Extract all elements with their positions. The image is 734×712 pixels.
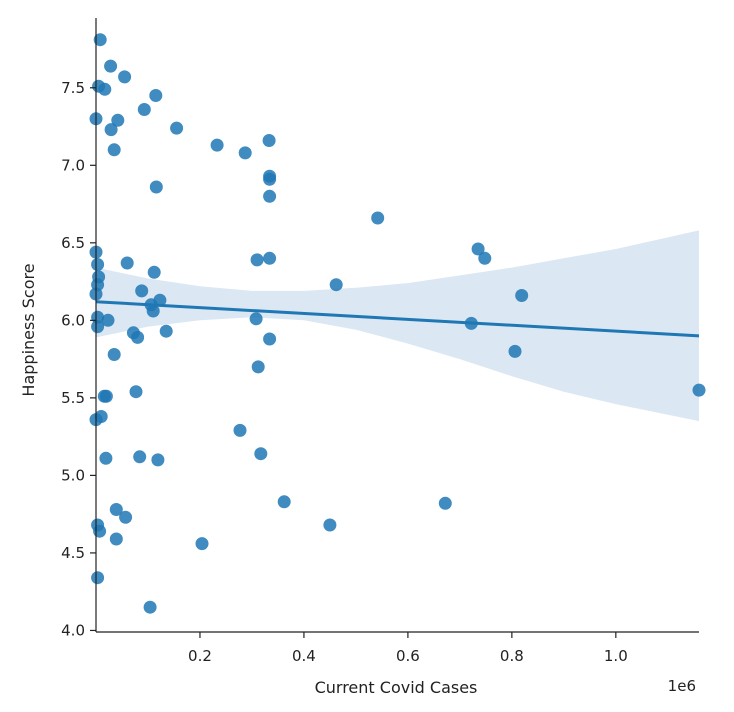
scatter-points [89,33,706,614]
data-point-10 [104,123,118,137]
data-point-2 [118,70,132,84]
y-tick-label: 4.0 [61,621,85,639]
x-tick-label: 0.2 [188,647,212,665]
data-point-24 [250,253,264,267]
data-point-63 [119,510,133,524]
data-point-4 [98,82,112,96]
x-tick-label: 1.0 [604,647,628,665]
data-point-16 [263,172,277,186]
data-point-58 [99,451,113,465]
regression-line [95,300,700,338]
data-point-30 [329,278,343,292]
data-point-23 [263,251,277,265]
data-point-5 [149,89,163,102]
data-point-69 [91,571,105,585]
data-point-33 [515,289,529,302]
data-point-45 [263,332,277,346]
data-point-68 [195,537,209,551]
y-axis-label: Happiness Score [19,263,38,396]
data-point-62 [109,503,123,516]
data-point-0 [93,33,107,47]
y-tick-label: 7.0 [61,156,85,174]
data-point-57 [133,450,147,464]
data-point-1 [104,59,118,73]
data-point-65 [323,518,337,532]
x-tick-label: 0.4 [292,647,316,665]
x-tick-label: 0.8 [500,647,524,665]
data-point-50 [129,385,143,399]
y-tick-label: 6.5 [61,234,85,252]
y-tick-label: 7.5 [61,79,85,97]
data-point-61 [438,496,452,510]
data-point-41 [91,320,105,334]
data-point-11 [262,134,276,147]
y-ticks: 4.0 4.5 5.0 5.5 6.0 6.5 7.0 7.5 [61,79,96,639]
data-point-38 [249,312,263,326]
y-tick-label: 6.0 [61,311,85,329]
data-point-55 [233,423,247,437]
y-tick-label: 5.5 [61,389,85,407]
data-point-9 [170,121,184,135]
data-point-12 [210,138,224,152]
data-point-17 [149,180,163,194]
data-point-18 [263,189,277,203]
data-point-27 [147,265,161,279]
data-point-22 [478,251,492,265]
data-point-36 [146,304,160,318]
data-point-48 [251,360,265,374]
data-point-49 [692,383,706,397]
x-axis-label: Current Covid Cases [315,678,478,697]
data-point-8 [111,113,125,127]
data-point-67 [109,532,123,546]
data-point-14 [238,146,252,160]
data-point-31 [135,284,149,298]
data-point-6 [137,103,151,116]
data-point-70 [143,600,157,614]
data-point-52 [99,389,113,403]
data-point-20 [471,242,485,256]
data-point-19 [371,211,385,225]
data-point-60 [277,495,291,509]
x-ticks: 0.2 0.4 0.6 0.8 1.0 [188,632,628,665]
x-tick-label: 0.6 [396,647,420,665]
data-point-47 [107,348,121,361]
data-point-39 [101,313,115,327]
x-axis-offset-text: 1e6 [668,677,696,695]
confidence-band [96,230,699,422]
y-tick-label: 5.0 [61,466,85,484]
data-point-66 [93,524,107,538]
data-point-44 [131,330,145,344]
y-tick-label: 4.5 [61,544,85,562]
data-point-56 [254,447,268,461]
data-point-26 [91,258,105,271]
data-point-59 [151,453,165,467]
data-point-42 [159,324,173,338]
data-point-13 [107,143,121,157]
data-point-25 [120,256,134,270]
data-point-46 [508,344,522,358]
